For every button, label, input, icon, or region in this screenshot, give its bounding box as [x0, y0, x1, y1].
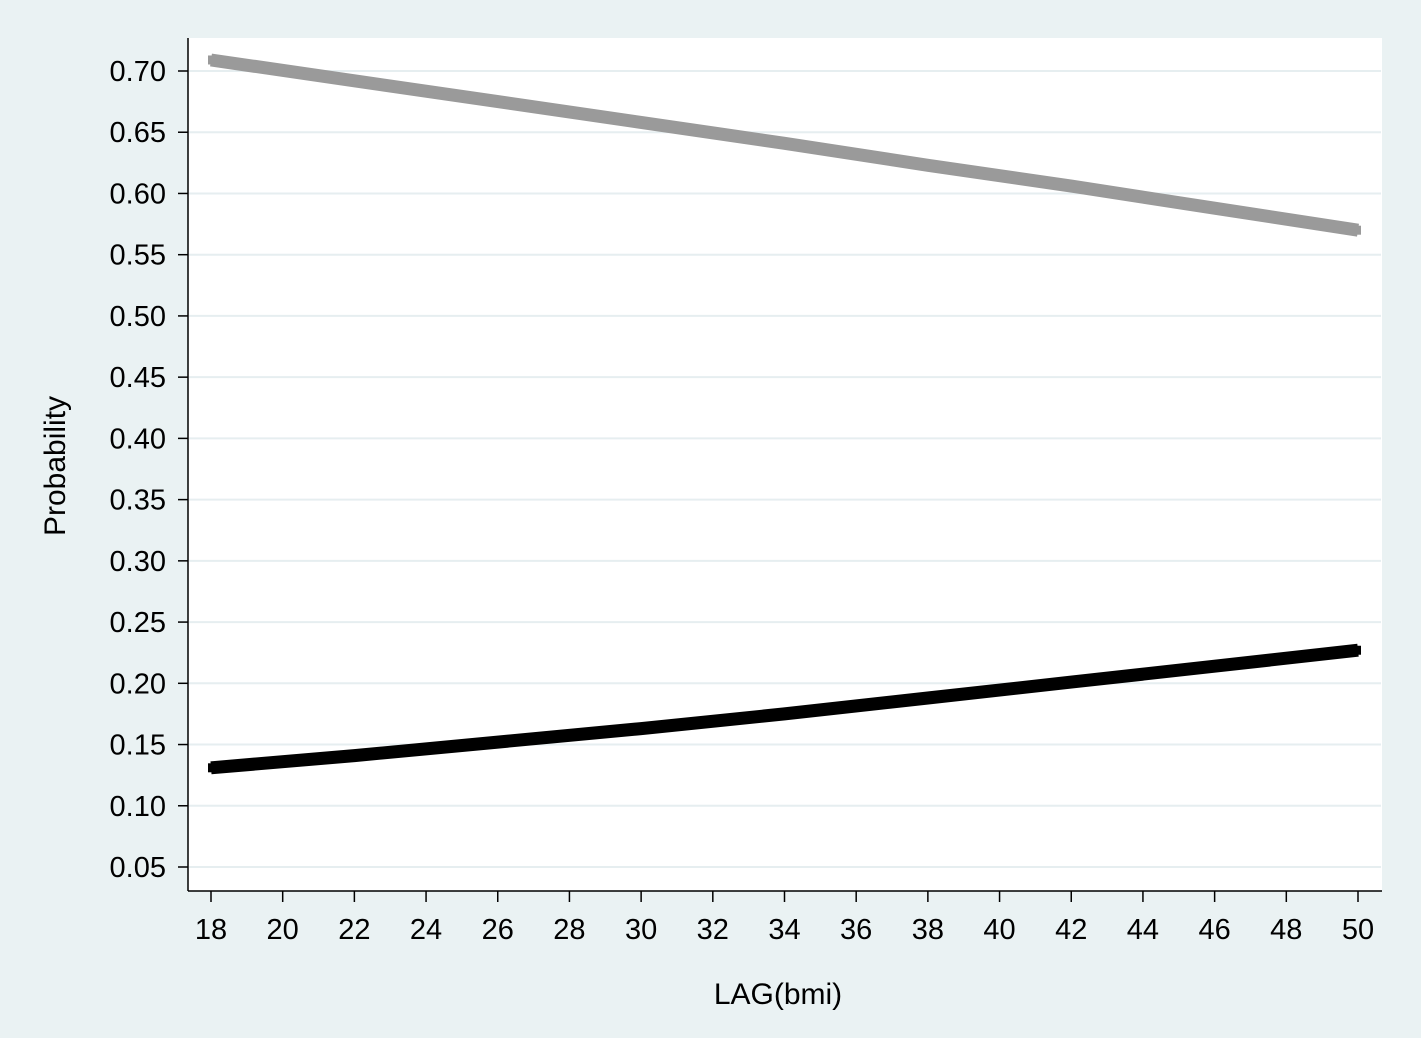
x-tick-label: 26 — [482, 914, 514, 946]
y-tick-label: 0.50 — [110, 301, 166, 333]
x-axis-ticks: 18 20 22 24 26 28 30 32 34 36 38 40 42 44 46 48 50 — [195, 891, 1374, 946]
x-tick-label: 36 — [840, 914, 872, 946]
x-tick-label: 22 — [338, 914, 370, 946]
y-axis-label: Probability — [39, 396, 72, 536]
y-tick-label: 0.30 — [110, 546, 166, 578]
x-tick-label: 46 — [1198, 914, 1230, 946]
x-tick-label: 18 — [195, 914, 227, 946]
series-lines — [208, 53, 1361, 775]
y-axis-ticks: 0.05 0.10 0.15 0.20 0.25 0.30 0.35 0.40 0.45 0.50… — [110, 56, 188, 884]
x-tick-label: 50 — [1342, 914, 1374, 946]
x-tick-label: 28 — [553, 914, 585, 946]
series-line-1 — [210, 53, 1359, 237]
y-tick-label: 0.55 — [110, 240, 166, 272]
y-tick-label: 0.70 — [110, 56, 166, 88]
y-tick-label: 0.45 — [110, 362, 166, 394]
y-tick-label: 0.65 — [110, 117, 166, 149]
x-tick-label: 48 — [1270, 914, 1302, 946]
y-tick-label: 0.40 — [110, 423, 166, 455]
x-tick-label: 24 — [410, 914, 442, 946]
x-tick-label: 44 — [1127, 914, 1159, 946]
x-axis-label: LAG(bmi) — [714, 978, 842, 1011]
x-tick-label: 40 — [983, 914, 1015, 946]
x-tick-label: 34 — [768, 914, 800, 946]
x-tick-label: 42 — [1055, 914, 1087, 946]
x-tick-label: 20 — [267, 914, 299, 946]
x-tick-label: 30 — [625, 914, 657, 946]
y-tick-label: 0.10 — [110, 791, 166, 823]
x-tick-label: 38 — [912, 914, 944, 946]
y-tick-label: 0.05 — [110, 852, 166, 884]
y-tick-label: 0.15 — [110, 730, 166, 762]
plot-area — [188, 38, 1382, 891]
y-tick-label: 0.20 — [110, 668, 166, 700]
y-tick-label: 0.25 — [110, 607, 166, 639]
x-tick-label: 32 — [697, 914, 729, 946]
y-tick-label: 0.35 — [110, 485, 166, 517]
series-line-2 — [210, 643, 1359, 775]
y-tick-label: 0.60 — [110, 178, 166, 210]
gridlines — [189, 70, 1381, 868]
